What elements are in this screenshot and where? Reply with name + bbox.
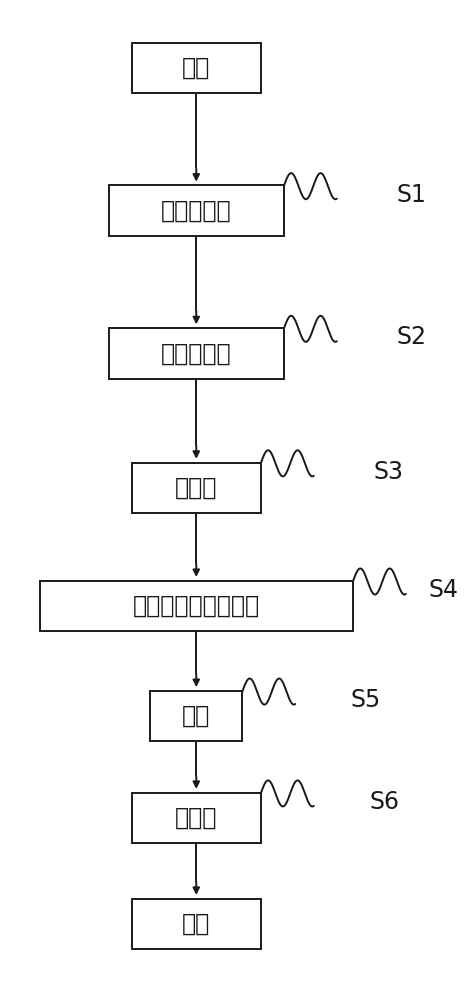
Text: 上引法: 上引法 — [175, 806, 218, 830]
Text: S1: S1 — [397, 183, 427, 207]
Text: 熔化炉冶炼: 熔化炉冶炼 — [161, 341, 232, 365]
Text: S5: S5 — [351, 688, 381, 712]
Text: S3: S3 — [374, 460, 404, 484]
Text: 稳定铜合金成分含量: 稳定铜合金成分含量 — [133, 594, 260, 618]
Text: 软吹: 软吹 — [182, 704, 211, 728]
FancyBboxPatch shape — [132, 899, 261, 949]
FancyBboxPatch shape — [132, 793, 261, 843]
FancyBboxPatch shape — [150, 691, 242, 741]
FancyBboxPatch shape — [109, 185, 284, 236]
Text: S2: S2 — [397, 325, 427, 349]
Text: 结束: 结束 — [182, 912, 211, 936]
Text: S4: S4 — [429, 578, 459, 602]
FancyBboxPatch shape — [132, 463, 261, 513]
FancyBboxPatch shape — [132, 43, 261, 93]
FancyBboxPatch shape — [40, 581, 353, 631]
Text: 铜板预处理: 铜板预处理 — [161, 199, 232, 223]
FancyBboxPatch shape — [109, 328, 284, 379]
Text: S6: S6 — [369, 790, 399, 814]
Text: 开始: 开始 — [182, 56, 211, 80]
Text: 合金化: 合金化 — [175, 476, 218, 500]
